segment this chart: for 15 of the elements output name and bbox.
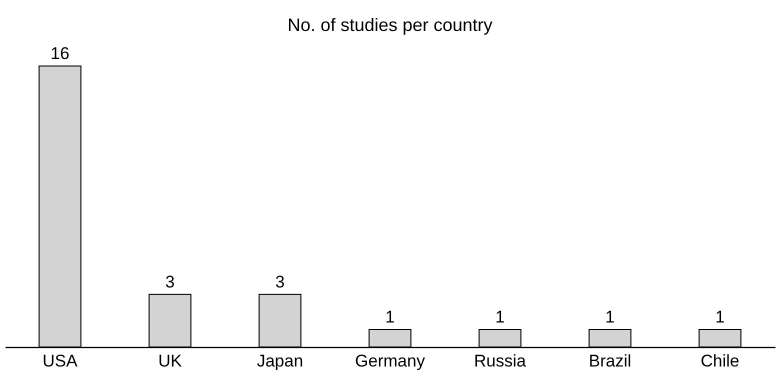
data-label: 3 <box>275 272 285 292</box>
x-tick-label: Russia <box>474 352 527 370</box>
data-label: 16 <box>50 44 70 63</box>
x-tick-label: UK <box>158 352 182 370</box>
data-label: 1 <box>385 307 395 326</box>
data-label: 1 <box>605 307 615 326</box>
x-tick-label: Japan <box>256 352 304 370</box>
x-tick-label: Chile <box>700 352 740 370</box>
x-tick-label: USA <box>42 352 78 370</box>
x-tick-label: Brazil <box>588 352 632 370</box>
x-tick-label: Germany <box>355 352 426 370</box>
data-label: 1 <box>495 307 505 326</box>
data-label: 1 <box>715 307 725 326</box>
chart-title: No. of studies per country <box>287 15 493 35</box>
data-label: 3 <box>165 272 175 292</box>
